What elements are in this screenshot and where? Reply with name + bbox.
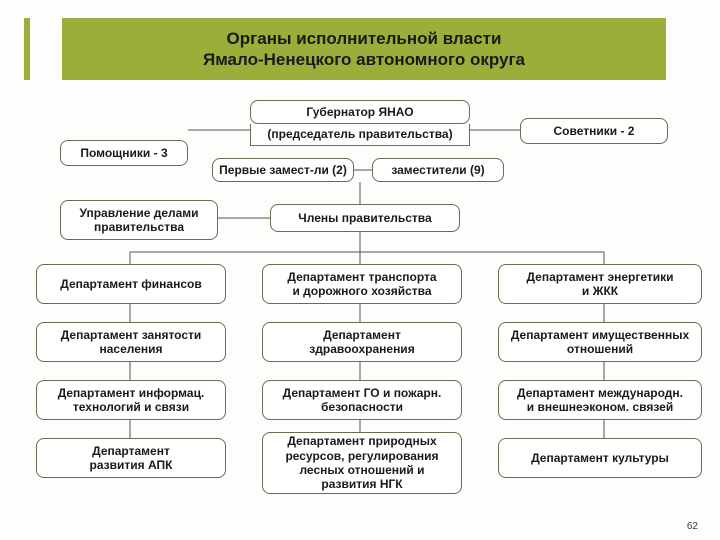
accent-bar [24, 18, 30, 80]
dept-box: Департаментздравоохранения [262, 322, 462, 362]
governor-box: Губернатор ЯНАО [250, 100, 470, 124]
office-box: Управление деламиправительства [60, 200, 218, 240]
dept-label: Департамент информац.технологий и связи [58, 386, 205, 415]
dept-box: Департамент культуры [498, 438, 702, 478]
dept-label: Департамент природныхресурсов, регулиров… [285, 434, 438, 492]
page-number: 62 [687, 521, 698, 532]
members-label: Члены правительства [298, 211, 431, 225]
dept-label: Департамент энергетикии ЖКК [526, 270, 673, 299]
dept-label: Департамент культуры [531, 451, 669, 465]
dept-box: Департамент международн.и внешнеэконом. … [498, 380, 702, 420]
members-box: Члены правительства [270, 204, 460, 232]
dept-box: Департамент информац.технологий и связи [36, 380, 226, 420]
dept-box: Департамент энергетикии ЖКК [498, 264, 702, 304]
assistants-box: Помощники - 3 [60, 140, 188, 166]
dept-label: Департамент занятостинаселения [61, 328, 202, 357]
dept-label: Департамент ГО и пожарн.безопасности [283, 386, 442, 415]
chairman-label: (председатель правительства) [267, 127, 452, 141]
page-title: Органы исполнительной властиЯмало-Ненецк… [203, 28, 525, 71]
assistants-label: Помощники - 3 [80, 146, 167, 160]
dept-box: Департамент финансов [36, 264, 226, 304]
dept-box: Департамент транспортаи дорожного хозяйс… [262, 264, 462, 304]
deputies-label: заместители (9) [391, 163, 484, 177]
advisors-label: Советники - 2 [554, 124, 635, 138]
chairman-box: (председатель правительства) [250, 124, 470, 146]
first-deputies-label: Первые замест-ли (2) [219, 163, 347, 177]
governor-label: Губернатор ЯНАО [306, 105, 413, 119]
dept-box: Департамент природныхресурсов, регулиров… [262, 432, 462, 494]
dept-label: Департаментздравоохранения [309, 328, 414, 357]
dept-label: Департамент финансов [60, 277, 201, 291]
dept-box: Департамент ГО и пожарн.безопасности [262, 380, 462, 420]
dept-box: Департамент имущественныхотношений [498, 322, 702, 362]
office-label: Управление деламиправительства [79, 206, 198, 235]
title-band: Органы исполнительной властиЯмало-Ненецк… [62, 18, 666, 80]
dept-label: Департамент транспортаи дорожного хозяйс… [287, 270, 436, 299]
dept-box: Департамент занятостинаселения [36, 322, 226, 362]
dept-label: Департаментразвития АПК [90, 444, 173, 473]
deputies-box: заместители (9) [372, 158, 504, 182]
dept-label: Департамент международн.и внешнеэконом. … [517, 386, 683, 415]
dept-box: Департаментразвития АПК [36, 438, 226, 478]
first-deputies-box: Первые замест-ли (2) [212, 158, 354, 182]
advisors-box: Советники - 2 [520, 118, 668, 144]
dept-label: Департамент имущественныхотношений [511, 328, 689, 357]
